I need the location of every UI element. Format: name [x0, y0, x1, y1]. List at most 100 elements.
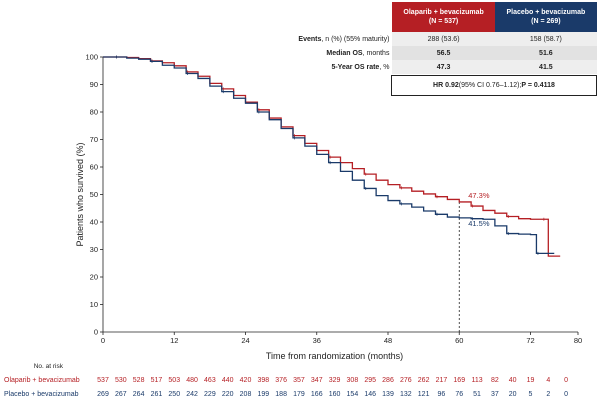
at-risk-olaparib-12: 503: [168, 377, 180, 384]
at-risk-olaparib-24: 420: [240, 377, 252, 384]
at-risk-olaparib-51: 276: [400, 377, 412, 384]
at-risk-olaparib-48: 286: [382, 377, 394, 384]
stats-header-placebo-name: Placebo + bevacizumab: [506, 9, 586, 16]
at-risk-placebo-36: 166: [311, 391, 323, 398]
at-risk-label-olaparib: Olaparib + bevacizumab: [4, 377, 80, 384]
at-risk-olaparib-0: 537: [97, 377, 109, 384]
at-risk-placebo-15: 242: [186, 391, 198, 398]
at-risk-olaparib-54: 262: [418, 377, 430, 384]
x-tick-label-60: 60: [455, 336, 463, 345]
at-risk-placebo-12: 250: [168, 391, 180, 398]
at-risk-olaparib-78: 0: [564, 377, 568, 384]
labels-layer: 47.3% 41.5%: [468, 191, 490, 228]
x-axis-title: Time from randomization (months): [266, 351, 403, 361]
at-risk-placebo-72: 5: [529, 391, 533, 398]
stats-row-5yr: 5-Year OS rate, % 47.3 41.5: [222, 60, 597, 74]
stats-header-olaparib: Olaparib + bevacizumab (N = 537): [392, 2, 495, 32]
at-risk-olaparib-36: 347: [311, 377, 323, 384]
x-tick-label-0: 0: [101, 336, 105, 345]
y-tick-label-60: 60: [90, 163, 98, 172]
at-risk-placebo-54: 121: [418, 391, 430, 398]
at-risk-header: No. at risk: [34, 363, 64, 370]
at-risk-table: No. at risk Olaparib + bevacizumab 537 530 5…: [4, 363, 568, 398]
annotation-placebo: 41.5%: [468, 219, 490, 228]
at-risk-olaparib-27: 398: [257, 377, 269, 384]
at-risk-olaparib-63: 113: [471, 377, 482, 384]
series-line-placebo: [103, 56, 555, 254]
at-risk-olaparib-45: 295: [364, 377, 376, 384]
at-risk-olaparib-66: 82: [491, 377, 499, 384]
at-risk-placebo-60: 76: [455, 391, 463, 398]
at-risk-olaparib-75: 4: [546, 377, 550, 384]
at-risk-placebo-39: 160: [329, 391, 341, 398]
hazard-ratio-box: HR 0.92 (95% CI 0.76–1.12); P = 0.4118: [391, 75, 597, 96]
at-risk-placebo-0: 269: [97, 391, 109, 398]
at-risk-placebo-3: 267: [115, 391, 127, 398]
at-risk-olaparib-72: 19: [527, 377, 535, 384]
at-risk-olaparib-6: 528: [133, 377, 145, 384]
x-tick-label-72: 72: [526, 336, 534, 345]
at-risk-olaparib-3: 530: [115, 377, 127, 384]
at-risk-olaparib-9: 517: [151, 377, 163, 384]
stats-5yr-olaparib: 47.3: [392, 60, 495, 74]
at-risk-placebo-63: 51: [473, 391, 481, 398]
y-tick-label-70: 70: [90, 135, 98, 144]
hazard-ratio-p: P = 0.4118: [521, 82, 555, 89]
stats-header-placebo-n: (N = 269): [531, 18, 561, 25]
at-risk-placebo-33: 179: [293, 391, 305, 398]
at-risk-placebo-69: 20: [509, 391, 517, 398]
stats-label-events: Events, n (%) (55% maturity): [298, 35, 390, 43]
stats-label-median: Median OS, months: [326, 49, 390, 57]
hazard-ratio-ci: (95% CI 0.76–1.12);: [458, 82, 522, 89]
axes-layer: 0 10 20 30 40 50 60 70 80 90 100 0 12 24 36 48 60 72 80 Tim…: [75, 53, 582, 362]
y-tick-label-50: 50: [90, 190, 98, 199]
stats-events-olaparib: 288 (53.6): [392, 32, 495, 46]
at-risk-placebo-48: 139: [382, 391, 394, 398]
at-risk-placebo-6: 264: [133, 391, 145, 398]
at-risk-placebo-78: 0: [564, 391, 568, 398]
hazard-ratio-value: HR 0.92: [433, 82, 459, 89]
stats-corner: [222, 2, 392, 32]
at-risk-placebo-57: 96: [438, 391, 446, 398]
series-layer: [103, 55, 561, 257]
at-risk-olaparib-42: 308: [347, 377, 359, 384]
at-risk-olaparib-57: 217: [436, 377, 448, 384]
stats-header-olaparib-n: (N = 537): [428, 18, 459, 25]
at-risk-placebo-75: 2: [546, 391, 550, 398]
x-tick-label-36: 36: [313, 336, 321, 345]
stats-row-median: Median OS, months 56.5 51.6: [222, 46, 597, 60]
annotation-olaparib: 47.3%: [468, 191, 490, 200]
at-risk-olaparib-39: 329: [329, 377, 341, 384]
stats-table: Olaparib + bevacizumab (N = 537) Placebo…: [222, 2, 597, 74]
at-risk-placebo-24: 208: [240, 391, 252, 398]
y-tick-label-100: 100: [85, 53, 98, 62]
y-axis-title: Patients who survived (%): [75, 142, 85, 246]
at-risk-placebo-51: 132: [400, 391, 412, 398]
y-tick-label-20: 20: [90, 273, 98, 282]
stats-5yr-placebo: 41.5: [494, 60, 597, 74]
at-risk-olaparib-21: 440: [222, 377, 234, 384]
y-tick-label-90: 90: [90, 80, 98, 89]
at-risk-label-placebo: Placebo + bevacizumab: [4, 391, 79, 398]
x-tick-label-48: 48: [384, 336, 392, 345]
y-tick-label-40: 40: [90, 218, 98, 227]
at-risk-placebo-45: 146: [364, 391, 376, 398]
stats-median-placebo: 51.6: [494, 46, 597, 60]
at-risk-olaparib-18: 463: [204, 377, 216, 384]
at-risk-olaparib-69: 40: [509, 377, 517, 384]
at-risk-olaparib-33: 357: [293, 377, 305, 384]
x-tick-label-80: 80: [574, 336, 582, 345]
y-tick-label-10: 10: [90, 300, 98, 309]
at-risk-placebo-27: 199: [257, 391, 269, 398]
at-risk-placebo-30: 188: [275, 391, 287, 398]
x-tick-label-24: 24: [241, 336, 249, 345]
stats-label-5yr: 5-Year OS rate, %: [331, 63, 390, 71]
at-risk-placebo-9: 261: [151, 391, 163, 398]
stats-median-olaparib: 56.5: [392, 46, 495, 60]
at-risk-placebo-42: 154: [347, 391, 359, 398]
at-risk-olaparib-15: 480: [186, 377, 198, 384]
stats-header-placebo: Placebo + bevacizumab (N = 269): [494, 2, 597, 32]
x-tick-label-12: 12: [170, 336, 178, 345]
stats-events-placebo: 158 (58.7): [494, 32, 597, 46]
